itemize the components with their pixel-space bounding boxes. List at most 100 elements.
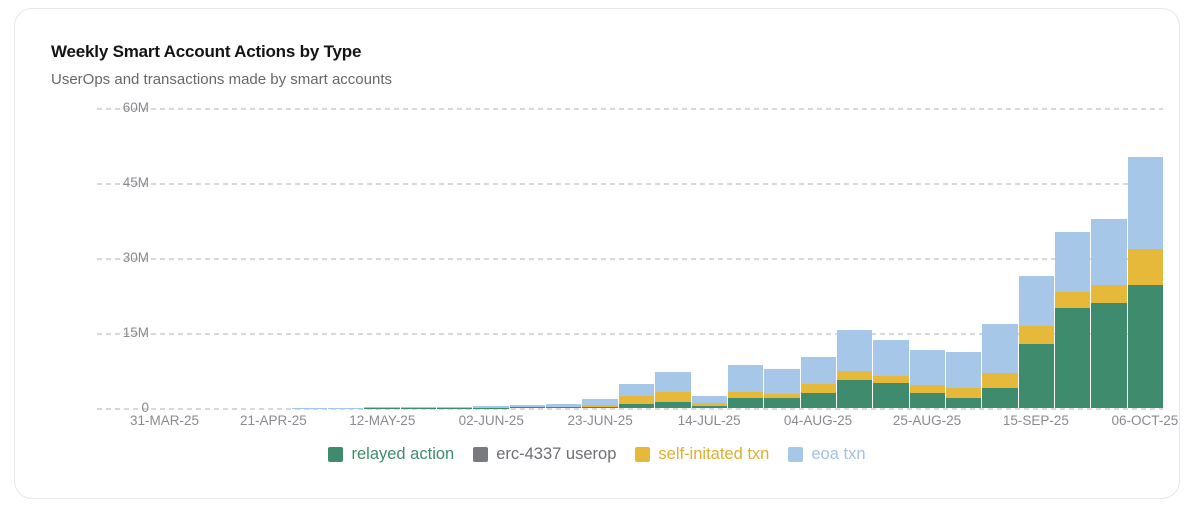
bar-19-MAY-25[interactable] <box>400 108 437 408</box>
bar-segment-relayed-action[interactable] <box>836 380 873 408</box>
legend-swatch-relayed-action <box>328 447 344 462</box>
bar-segment-eoa-txn[interactable] <box>982 323 1018 373</box>
bar-segment-eoa-txn[interactable] <box>945 351 982 388</box>
bar-segment-eoa-txn[interactable] <box>691 396 727 403</box>
bar-28-JUL-25[interactable] <box>764 108 800 408</box>
gridline-30M <box>97 258 1163 260</box>
bar-15-SEP-25[interactable] <box>1018 108 1054 408</box>
bar-segment-relayed-action[interactable] <box>546 407 582 408</box>
bar-16-JUN-25[interactable] <box>546 108 582 408</box>
bar-segment-eoa-txn[interactable] <box>618 384 655 396</box>
legend-item-relayed-action[interactable]: relayed action <box>328 445 454 464</box>
bar-29-SEP-25[interactable] <box>1091 108 1127 408</box>
bar-18-AUG-25[interactable] <box>873 108 909 408</box>
bar-segment-eoa-txn[interactable] <box>509 405 546 408</box>
bar-segment-self-initated-txn[interactable] <box>655 392 691 402</box>
bar-segment-relayed-action[interactable] <box>873 383 909 408</box>
legend-item-eoa-txn[interactable]: eoa txn <box>788 445 866 464</box>
bar-segment-eoa-txn[interactable] <box>873 340 909 376</box>
gridline-60M <box>97 108 1163 110</box>
bar-segment-eoa-txn[interactable] <box>473 406 509 408</box>
bar-segment-eoa-txn[interactable] <box>1091 219 1127 285</box>
bar-segment-self-initated-txn[interactable] <box>836 371 873 380</box>
bar-segment-relayed-action[interactable] <box>582 407 618 408</box>
bar-09-JUN-25[interactable] <box>509 108 546 408</box>
y-axis-labels: 0 15M 30M 45M 60M <box>45 9 149 498</box>
bar-24-MAR-25[interactable] <box>110 108 145 408</box>
bar-segment-relayed-action[interactable] <box>909 393 945 408</box>
bar-segment-self-initated-txn[interactable] <box>1091 284 1127 303</box>
bar-02-JUN-25[interactable] <box>473 108 509 408</box>
bar-segment-relayed-action[interactable] <box>618 403 655 408</box>
bar-23-JUN-25[interactable] <box>582 108 618 408</box>
bar-segment-relayed-action[interactable] <box>655 401 691 408</box>
y-tick-label-60M: 60M <box>122 100 149 115</box>
bar-segment-eoa-txn[interactable] <box>364 407 400 408</box>
bar-segment-self-initated-txn[interactable] <box>764 393 800 398</box>
bar-segment-eoa-txn[interactable] <box>437 406 473 408</box>
bar-segment-relayed-action[interactable] <box>727 397 764 408</box>
bar-segment-self-initated-txn[interactable] <box>582 404 618 408</box>
bar-segment-self-initated-txn[interactable] <box>618 396 655 404</box>
bar-segment-self-initated-txn[interactable] <box>1127 249 1163 285</box>
bar-segment-eoa-txn[interactable] <box>582 399 618 405</box>
bar-31-MAR-25[interactable] <box>146 108 181 408</box>
bar-08-SEP-25[interactable] <box>982 108 1018 408</box>
bar-30-JUN-25[interactable] <box>618 108 655 408</box>
x-tick-label-06-OCT-25: 06-OCT-25 <box>1111 413 1179 428</box>
legend-item-self-initated-txn[interactable]: self-initated txn <box>635 445 769 464</box>
bar-segment-relayed-action[interactable] <box>691 405 727 408</box>
bar-segment-self-initated-txn[interactable] <box>909 385 945 393</box>
bar-07-APR-25[interactable] <box>183 108 218 408</box>
bar-11-AUG-25[interactable] <box>836 108 873 408</box>
bar-25-AUG-25[interactable] <box>909 108 945 408</box>
bar-segment-self-initated-txn[interactable] <box>873 375 909 383</box>
bar-segment-relayed-action[interactable] <box>764 398 800 408</box>
bar-04-AUG-25[interactable] <box>800 108 836 408</box>
bar-segment-self-initated-txn[interactable] <box>691 402 727 406</box>
legend-item-erc-4337-userop[interactable]: erc-4337 userop <box>473 445 616 464</box>
x-tick-label-23-JUN-25: 23-JUN-25 <box>567 413 633 428</box>
bar-26-MAY-25[interactable] <box>437 108 473 408</box>
y-tick-label-45M: 45M <box>122 175 149 190</box>
bar-14-APR-25[interactable] <box>219 108 254 408</box>
bar-segment-self-initated-txn[interactable] <box>1054 291 1091 308</box>
bar-segment-relayed-action[interactable] <box>509 407 546 408</box>
bar-segment-eoa-txn[interactable] <box>546 404 582 407</box>
y-tick-label-30M: 30M <box>122 250 149 265</box>
bar-07-JUL-25[interactable] <box>655 108 691 408</box>
bar-segment-relayed-action[interactable] <box>945 397 982 408</box>
bar-21-JUL-25[interactable] <box>727 108 764 408</box>
bar-segment-eoa-txn[interactable] <box>1127 157 1163 249</box>
bar-12-MAY-25[interactable] <box>364 108 400 408</box>
bar-segment-eoa-txn[interactable] <box>800 357 836 384</box>
bar-segment-self-initated-txn[interactable] <box>800 384 836 393</box>
bar-segment-self-initated-txn[interactable] <box>1018 326 1054 344</box>
bar-segment-eoa-txn[interactable] <box>1018 275 1054 326</box>
bar-segment-relayed-action[interactable] <box>982 388 1018 408</box>
bar-14-JUL-25[interactable] <box>691 108 727 408</box>
bar-segment-eoa-txn[interactable] <box>836 329 873 371</box>
bar-28-APR-25[interactable] <box>291 108 328 408</box>
bar-segment-relayed-action[interactable] <box>1018 343 1054 408</box>
legend-swatch-self-initated-txn <box>635 447 651 462</box>
bar-segment-relayed-action[interactable] <box>1091 303 1127 408</box>
bar-segment-eoa-txn[interactable] <box>764 368 800 394</box>
bar-segment-relayed-action[interactable] <box>800 392 836 408</box>
bar-06-OCT-25[interactable] <box>1127 108 1163 408</box>
bar-22-SEP-25[interactable] <box>1054 108 1091 408</box>
bar-01-SEP-25[interactable] <box>945 108 982 408</box>
bar-segment-eoa-txn[interactable] <box>727 365 764 392</box>
bar-segment-eoa-txn[interactable] <box>909 349 945 385</box>
bar-21-APR-25[interactable] <box>255 108 290 408</box>
bar-segment-self-initated-txn[interactable] <box>727 391 764 398</box>
bar-segment-self-initated-txn[interactable] <box>945 387 982 398</box>
bar-05-MAY-25[interactable] <box>328 108 364 408</box>
bar-segment-eoa-txn[interactable] <box>655 371 691 392</box>
bar-segment-eoa-txn[interactable] <box>400 407 437 408</box>
legend-label-self-initated-txn: self-initated txn <box>658 445 770 463</box>
bar-segment-relayed-action[interactable] <box>1054 307 1091 408</box>
bar-segment-self-initated-txn[interactable] <box>982 372 1018 388</box>
bar-segment-relayed-action[interactable] <box>1127 284 1163 408</box>
bar-segment-eoa-txn[interactable] <box>1054 231 1091 292</box>
